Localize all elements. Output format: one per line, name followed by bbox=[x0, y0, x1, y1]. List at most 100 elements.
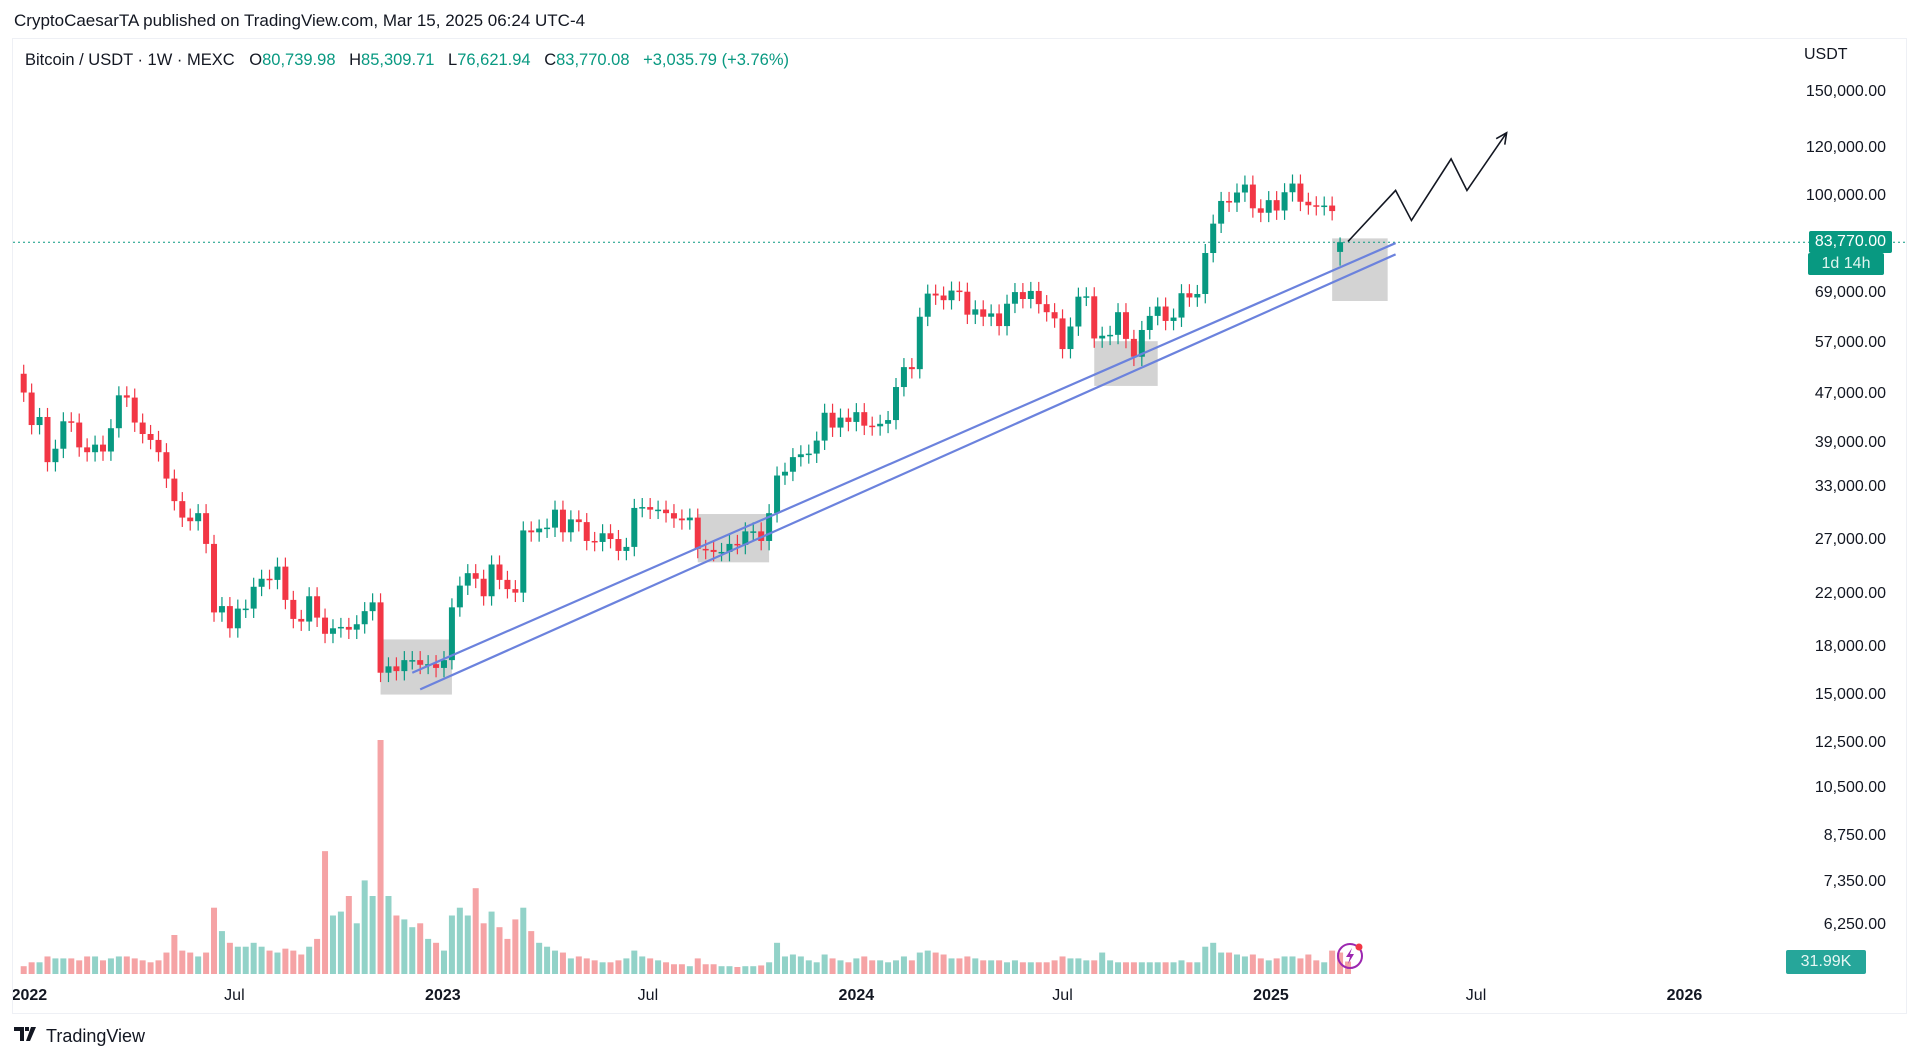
candle-body bbox=[718, 551, 725, 554]
volume-bar bbox=[123, 956, 130, 974]
volume-bar bbox=[1138, 962, 1145, 974]
candle-body bbox=[1019, 292, 1026, 300]
candle-body bbox=[456, 585, 463, 608]
candle-body bbox=[742, 531, 749, 545]
volume-bar bbox=[591, 960, 598, 974]
tradingview-logo-icon bbox=[14, 1026, 40, 1047]
candle-body bbox=[544, 527, 551, 530]
volume-bar bbox=[900, 956, 907, 974]
candle-body bbox=[60, 421, 67, 449]
candle-body bbox=[512, 589, 519, 593]
candle-body bbox=[36, 416, 43, 426]
close-value: 83,770.08 bbox=[556, 51, 630, 69]
currency-button[interactable]: USDT bbox=[1790, 41, 1884, 69]
volume-bar bbox=[369, 896, 376, 974]
candle-body bbox=[631, 507, 638, 547]
lightning-bolt-icon[interactable] bbox=[1335, 941, 1365, 971]
chart-panel[interactable]: Bitcoin / USDT · 1W · MEXC O80,739.98 H8… bbox=[12, 38, 1907, 1014]
candle-body bbox=[464, 573, 471, 586]
volume-bar bbox=[813, 962, 820, 974]
high-value: 85,309.71 bbox=[361, 51, 435, 69]
volume-bar bbox=[552, 950, 559, 974]
candle-body bbox=[1273, 200, 1280, 211]
volume-bar bbox=[1210, 942, 1217, 974]
volume-bar bbox=[218, 931, 225, 974]
volume-bar bbox=[1059, 956, 1066, 974]
volume-bar bbox=[1130, 962, 1137, 974]
candle-body bbox=[290, 599, 297, 619]
candle-body bbox=[805, 453, 812, 456]
candle-body bbox=[1202, 253, 1209, 294]
candle-body bbox=[250, 586, 257, 609]
candle-body bbox=[234, 608, 241, 629]
candle-body bbox=[845, 417, 852, 422]
volume-bar bbox=[805, 960, 812, 974]
volume-bar bbox=[1241, 956, 1248, 974]
tradingview-footer[interactable]: TradingView bbox=[14, 1026, 145, 1047]
candle-body bbox=[258, 578, 265, 587]
volume-bar bbox=[425, 938, 432, 974]
volume-bar bbox=[52, 958, 59, 974]
volume-bar bbox=[504, 938, 511, 974]
candle-body bbox=[528, 530, 535, 533]
volume-bar bbox=[155, 960, 162, 974]
volume-bar bbox=[1107, 960, 1114, 974]
volume-bar bbox=[996, 960, 1003, 974]
time-tick: 2024 bbox=[838, 987, 875, 1004]
candle-body bbox=[774, 475, 781, 514]
projection-path bbox=[1347, 132, 1508, 243]
candle-body bbox=[797, 454, 804, 458]
candle-body bbox=[1178, 293, 1185, 318]
candle-body bbox=[916, 316, 923, 370]
candle-body bbox=[52, 448, 59, 463]
volume-bar bbox=[599, 962, 606, 974]
candle-body bbox=[1099, 335, 1106, 339]
volume-bar bbox=[948, 958, 955, 974]
trendline bbox=[411, 242, 1397, 674]
candle-body bbox=[242, 608, 249, 611]
candle-body bbox=[1289, 183, 1296, 193]
volume-bar bbox=[266, 950, 273, 974]
volume-bar bbox=[377, 740, 384, 974]
volume-bar bbox=[353, 923, 360, 974]
volume-bar bbox=[496, 927, 503, 974]
bar-countdown: 1d 14h bbox=[1808, 253, 1884, 275]
candle-body bbox=[488, 564, 495, 597]
volume-bar bbox=[980, 960, 987, 974]
volume-bar bbox=[1202, 946, 1209, 974]
candle-body bbox=[647, 507, 654, 510]
candle-body bbox=[1194, 293, 1201, 298]
volume-bar bbox=[84, 956, 91, 974]
candle-body bbox=[195, 513, 202, 522]
volume-bar bbox=[385, 896, 392, 974]
candle-body bbox=[893, 387, 899, 421]
volume-bar bbox=[1011, 960, 1018, 974]
volume-bar bbox=[203, 952, 210, 974]
volume-bar bbox=[1146, 962, 1153, 974]
candle-body bbox=[1051, 312, 1058, 319]
candle-body bbox=[837, 417, 844, 428]
volume-bar bbox=[631, 950, 638, 974]
volume-bar bbox=[789, 954, 796, 974]
volume-bar bbox=[1051, 960, 1058, 974]
volume-bar bbox=[1154, 962, 1161, 974]
volume-bar bbox=[1170, 962, 1177, 974]
candle-body bbox=[1011, 292, 1018, 304]
volume-bar bbox=[956, 958, 963, 974]
candle-body bbox=[1130, 338, 1137, 357]
candle-body bbox=[750, 531, 757, 533]
candle-body bbox=[433, 664, 440, 668]
candle-body bbox=[710, 549, 717, 552]
volume-bar bbox=[940, 954, 947, 974]
volume-bar bbox=[107, 958, 114, 974]
volume-bar bbox=[885, 962, 892, 974]
price-chart[interactable] bbox=[13, 39, 1906, 1013]
volume-bar bbox=[686, 966, 693, 974]
symbol-name[interactable]: Bitcoin / USDT · 1W · MEXC bbox=[25, 51, 235, 69]
volume-bar bbox=[314, 938, 321, 974]
volume-bar bbox=[100, 960, 106, 974]
candle-body bbox=[417, 660, 424, 665]
volume-bar bbox=[464, 915, 471, 974]
symbol-legend: Bitcoin / USDT · 1W · MEXC O80,739.98 H8… bbox=[25, 51, 789, 70]
price-tick: 10,500.00 bbox=[1814, 779, 1886, 797]
